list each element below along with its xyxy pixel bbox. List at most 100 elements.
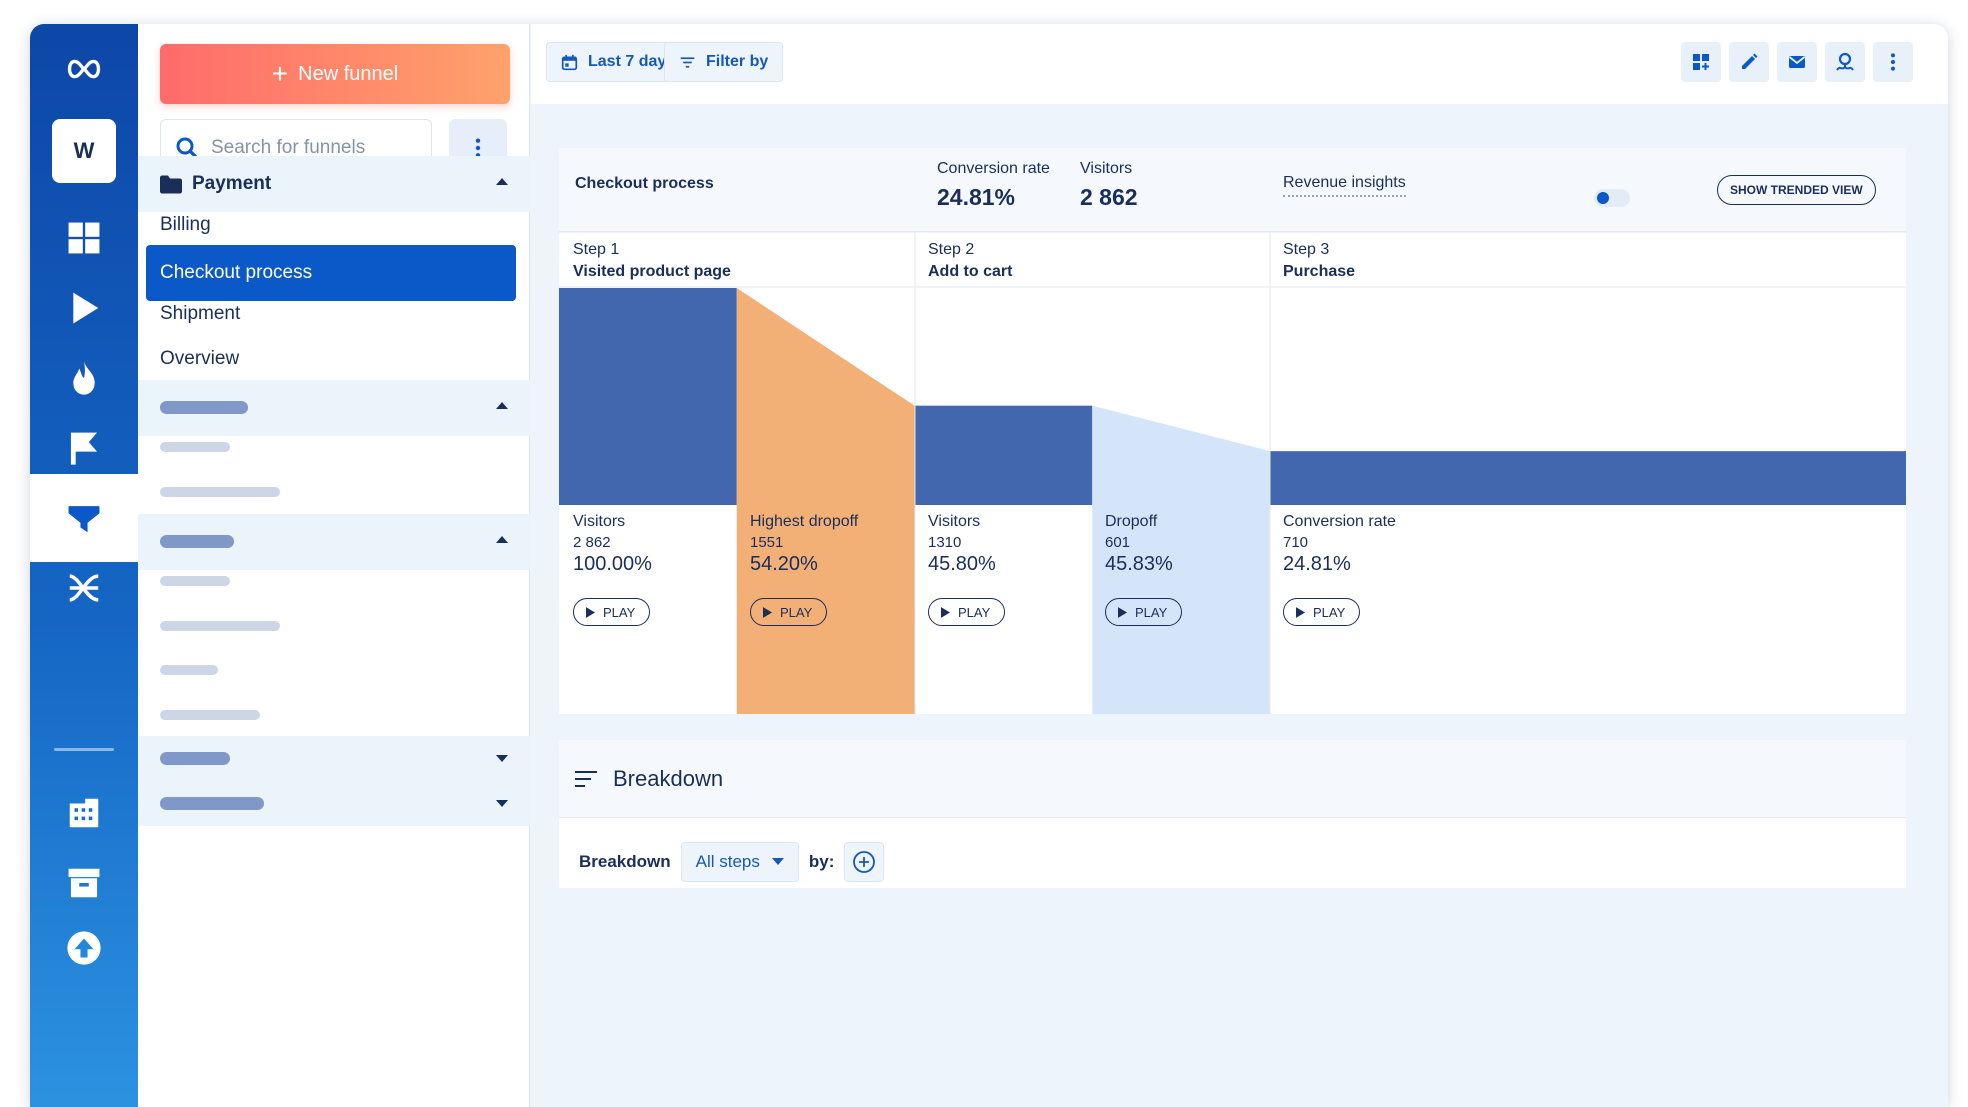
edit-button[interactable] — [1729, 42, 1769, 82]
chevron-up-icon — [496, 402, 508, 409]
play-button[interactable]: PLAY — [928, 598, 1006, 626]
funnel-chart: Step 1 Visited product page Step 2 Add t… — [559, 232, 1906, 714]
logo-icon[interactable] — [30, 34, 138, 104]
date-range-label: Last 7 days — [588, 53, 676, 70]
more-actions-button[interactable] — [1873, 42, 1913, 82]
group-header-placeholder-2[interactable] — [138, 514, 530, 570]
funnel-summary-header: Checkout process Conversion rate 24.81% … — [559, 148, 1906, 232]
step1-bar — [559, 288, 737, 505]
breakdown-controls: Breakdown All steps by: — [579, 842, 885, 882]
funnel-item-checkout-process[interactable]: Checkout process — [146, 245, 516, 301]
play-label: PLAY — [958, 604, 991, 620]
stat-3-percent: 45.80% — [928, 553, 996, 575]
item-placeholder[interactable] — [160, 442, 230, 452]
play-button[interactable]: PLAY — [1283, 598, 1361, 626]
recordings-play-icon[interactable] — [30, 264, 138, 352]
building-icon[interactable] — [30, 769, 138, 857]
stat-2-percent: 54.20% — [750, 553, 818, 575]
breakdown-header: Breakdown — [559, 740, 1906, 818]
group-name-placeholder — [160, 752, 230, 765]
play-label: PLAY — [1135, 604, 1168, 620]
play-icon — [763, 606, 772, 618]
breakdown-card: Breakdown Breakdown All steps by: — [559, 740, 1906, 888]
journeys-icon[interactable] — [30, 544, 138, 632]
group-title: Payment — [192, 173, 272, 194]
item-placeholder[interactable] — [160, 710, 260, 720]
rail-divider — [54, 748, 114, 751]
funnel-item-billing[interactable]: Billing — [160, 214, 211, 235]
group-header-placeholder-1[interactable] — [138, 380, 530, 436]
toggle-knob — [1597, 192, 1609, 204]
breakdown-label: Breakdown — [579, 852, 671, 871]
step3-bar — [1270, 451, 1906, 505]
kebab-icon — [1891, 53, 1895, 71]
chevron-up-icon — [496, 536, 508, 543]
new-funnel-label: New funnel — [298, 62, 399, 85]
new-funnel-button[interactable]: + New funnel — [160, 44, 510, 104]
play-icon — [1296, 606, 1305, 618]
search-input[interactable] — [211, 137, 411, 159]
item-placeholder[interactable] — [160, 621, 280, 631]
group-name-placeholder — [160, 401, 248, 414]
visitors-value: 2 862 — [1080, 184, 1138, 210]
breakdown-steps-dropdown[interactable]: All steps — [680, 842, 799, 882]
funnels-icon[interactable] — [30, 474, 138, 562]
stat-5-percent: 24.81% — [1283, 553, 1351, 575]
stat-2-label: Highest dropoff — [750, 513, 859, 530]
show-trended-view-button[interactable]: SHOW TRENDED VIEW — [1717, 175, 1876, 205]
funnel-name: Checkout process — [575, 175, 714, 192]
folder-icon — [160, 175, 182, 193]
item-placeholder[interactable] — [160, 665, 218, 675]
archive-icon[interactable] — [30, 839, 138, 927]
play-button[interactable]: PLAY — [750, 598, 828, 626]
step2-name: Add to cart — [928, 263, 1013, 280]
group-name-placeholder — [160, 797, 264, 810]
stat-2-count: 1551 — [750, 534, 784, 551]
tracking-pin-icon — [1836, 52, 1854, 71]
workspace-avatar[interactable]: W — [52, 119, 116, 183]
upgrade-arrow-icon[interactable] — [30, 904, 138, 992]
step3-name: Purchase — [1283, 263, 1356, 280]
funnel-svg — [559, 232, 1906, 714]
revenue-insights-label: Revenue insights — [1283, 174, 1406, 197]
play-button[interactable]: PLAY — [1105, 598, 1183, 626]
item-placeholder[interactable] — [160, 487, 280, 497]
dashboard-icon[interactable] — [30, 194, 138, 282]
chevron-down-icon — [771, 858, 784, 865]
filter-label: Filter by — [706, 53, 769, 70]
kebab-icon — [475, 138, 481, 158]
funnel-item-overview[interactable]: Overview — [160, 348, 240, 369]
revenue-insights-toggle[interactable] — [1594, 189, 1630, 207]
plus-circle-icon — [853, 851, 876, 873]
chevron-down-icon — [496, 800, 508, 807]
breakdown-title: Breakdown — [613, 765, 724, 791]
group-header-payment[interactable]: Payment — [138, 156, 530, 212]
conversion-rate-label: Conversion rate — [937, 160, 1050, 177]
add-breakdown-button[interactable] — [844, 842, 885, 882]
filter-lines-icon — [680, 56, 695, 68]
add-to-dashboard-button[interactable] — [1681, 42, 1721, 82]
filter-button[interactable]: Filter by — [664, 42, 784, 82]
group-name-placeholder — [160, 535, 234, 548]
heatmap-flame-icon[interactable] — [30, 334, 138, 422]
group-header-placeholder-3[interactable] — [138, 736, 530, 826]
play-label: PLAY — [780, 604, 813, 620]
plus-icon: + — [271, 58, 289, 89]
search-box[interactable] — [160, 119, 432, 177]
step1-dropoff-area — [736, 288, 915, 505]
step3-number: Step 3 — [1283, 241, 1330, 258]
alerts-button[interactable] — [1825, 42, 1865, 82]
dropdown-value: All steps — [695, 852, 760, 871]
step1-number: Step 1 — [573, 241, 620, 258]
stat-4-count: 601 — [1105, 534, 1131, 551]
item-placeholder[interactable] — [160, 576, 230, 586]
funnel-item-shipment[interactable]: Shipment — [160, 303, 241, 324]
goals-flag-icon[interactable] — [30, 404, 138, 492]
email-report-button[interactable] — [1777, 42, 1817, 82]
stat-1-label: Visitors — [573, 513, 626, 530]
workspace-initial: W — [73, 138, 95, 163]
play-button[interactable]: PLAY — [573, 598, 651, 626]
step2-bar — [914, 405, 1093, 505]
by-label: by: — [808, 852, 835, 871]
step2-dropoff-area — [1092, 405, 1270, 505]
